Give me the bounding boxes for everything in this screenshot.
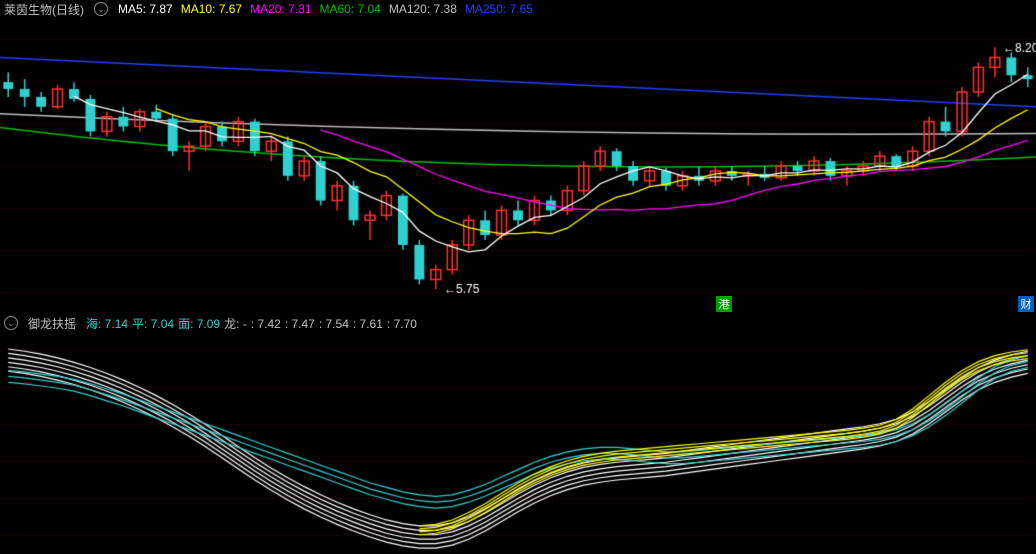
indicator-legend-item: : 7.70 bbox=[387, 317, 417, 331]
stock-title: 莱茵生物(日线) bbox=[4, 1, 84, 18]
chevron-down-icon[interactable]: ⌄ bbox=[94, 2, 108, 16]
indicator-legend-item: 龙: - bbox=[224, 317, 247, 331]
indicator-legend-item: 平: 7.04 bbox=[132, 317, 174, 331]
indicator-legend: 海: 7.14 平: 7.04 面: 7.09 龙: - : 7.42 : 7.47 : 7… bbox=[86, 315, 421, 332]
indicator-legend-item: 海: 7.14 bbox=[86, 317, 128, 331]
indicator-legend-item: : 7.61 bbox=[353, 317, 383, 331]
main-chart-panel: 莱茵生物(日线) ⌄ MA5: 7.87 MA10: 7.67 MA20: 7.31… bbox=[0, 0, 1036, 314]
ma-legend: MA5: 7.87 MA10: 7.67 MA20: 7.31 MA60: 7.04 M… bbox=[118, 2, 541, 16]
candlestick-chart[interactable] bbox=[0, 18, 1036, 314]
badge-港[interactable]: 港 bbox=[716, 296, 732, 312]
indicator-legend-item: : 7.54 bbox=[319, 317, 349, 331]
ma-legend-item: MA250: 7.65 bbox=[465, 2, 533, 16]
indicator-legend-item: 面: 7.09 bbox=[178, 317, 220, 331]
main-header: 莱茵生物(日线) ⌄ MA5: 7.87 MA10: 7.67 MA20: 7.31… bbox=[0, 0, 1036, 18]
chevron-down-icon[interactable]: ⌄ bbox=[4, 316, 18, 330]
ma-legend-item: MA5: 7.87 bbox=[118, 2, 173, 16]
ma-legend-item: MA120: 7.38 bbox=[389, 2, 457, 16]
ma-legend-item: MA10: 7.67 bbox=[181, 2, 242, 16]
ma-legend-item: MA60: 7.04 bbox=[319, 2, 380, 16]
indicator-title: 御龙扶摇 bbox=[28, 315, 76, 332]
ma-legend-item: MA20: 7.31 bbox=[250, 2, 311, 16]
indicator-chart[interactable] bbox=[0, 332, 1036, 554]
sub-chart-panel: ⌄ 御龙扶摇 海: 7.14 平: 7.04 面: 7.09 龙: - : 7.42 : … bbox=[0, 314, 1036, 554]
indicator-legend-item: : 7.47 bbox=[285, 317, 315, 331]
sub-header: ⌄ 御龙扶摇 海: 7.14 平: 7.04 面: 7.09 龙: - : 7.42 : … bbox=[0, 314, 1036, 332]
indicator-legend-item: : 7.42 bbox=[251, 317, 281, 331]
badge-财[interactable]: 财 bbox=[1018, 296, 1034, 312]
